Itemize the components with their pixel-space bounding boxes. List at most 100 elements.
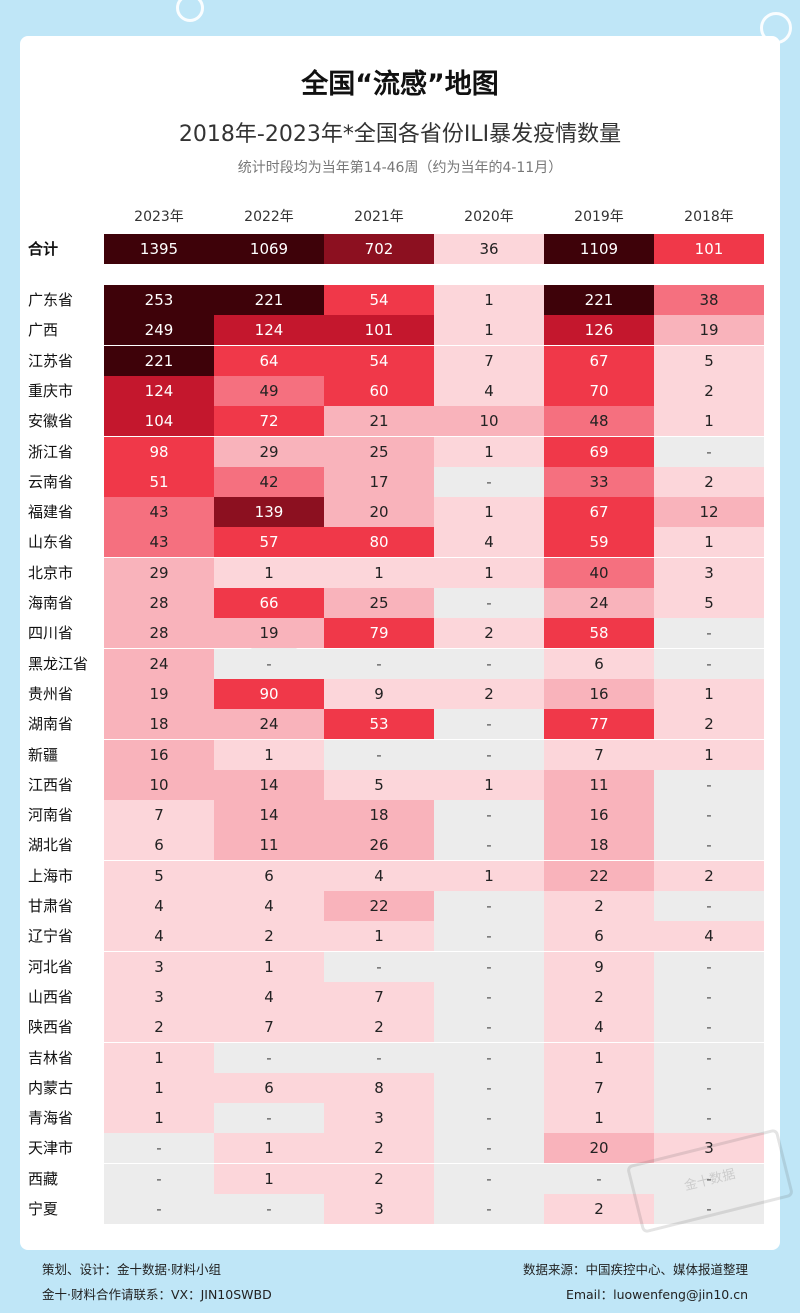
- table-cell: 6: [214, 1073, 324, 1103]
- table-cell: 16: [544, 800, 654, 830]
- row-label: 山西省: [28, 988, 74, 1006]
- table-cell: -: [654, 1012, 764, 1042]
- row-label: 辽宁省: [28, 927, 74, 945]
- table-cell: 29: [214, 437, 324, 467]
- row-label: 新疆: [28, 746, 59, 764]
- table-cell: 25: [324, 588, 434, 618]
- table-cell: -: [654, 1164, 764, 1194]
- table-cell: 53: [324, 709, 434, 739]
- table-cell: 70: [544, 376, 654, 406]
- table-cell: 5: [654, 346, 764, 376]
- table-cell: 1: [214, 1164, 324, 1194]
- table-cell: -: [434, 1073, 544, 1103]
- table-cell: -: [434, 800, 544, 830]
- total-cell: 1395: [104, 234, 214, 264]
- table-cell: 72: [214, 406, 324, 436]
- table-cell: 19: [104, 679, 214, 709]
- table-cell: -: [654, 649, 764, 679]
- table-cell: 4: [214, 982, 324, 1012]
- table-cell: 2: [324, 1133, 434, 1163]
- table-cell: 1: [214, 1133, 324, 1163]
- table-cell: -: [434, 830, 544, 860]
- table-cell: 22: [544, 861, 654, 891]
- chart-title: 全国“流感”地图: [301, 69, 499, 100]
- table-cell: 7: [434, 346, 544, 376]
- table-cell: 18: [324, 800, 434, 830]
- chart-subtitle: 2018年-2023年*全国各省份ILI暴发疫情数量: [178, 122, 622, 147]
- table-cell: 1: [544, 1043, 654, 1073]
- row-label: 重庆市: [28, 382, 74, 400]
- total-cell: 101: [654, 234, 764, 264]
- table-cell: 3: [654, 558, 764, 588]
- table-cell: 66: [214, 588, 324, 618]
- table-cell: 1: [324, 558, 434, 588]
- row-label: 河北省: [28, 958, 74, 976]
- table-cell: 2: [654, 376, 764, 406]
- table-cell: 2: [654, 861, 764, 891]
- table-cell: 77: [544, 709, 654, 739]
- table-cell: -: [654, 1043, 764, 1073]
- decor-bubble: [176, 0, 204, 22]
- row-label: 山东省: [28, 533, 74, 551]
- table-cell: 4: [434, 527, 544, 557]
- table-cell: 17: [324, 467, 434, 497]
- table-cell: -: [654, 770, 764, 800]
- table-cell: 25: [324, 437, 434, 467]
- table-cell: -: [654, 952, 764, 982]
- footer-credit: 策划、设计：金十数据·财料小组: [42, 1262, 221, 1277]
- table-cell: -: [654, 618, 764, 648]
- table-cell: 80: [324, 527, 434, 557]
- table-cell: 60: [324, 376, 434, 406]
- table-cell: -: [654, 982, 764, 1012]
- table-cell: 1: [214, 952, 324, 982]
- total-cell: 1069: [214, 234, 324, 264]
- table-cell: 1: [104, 1043, 214, 1073]
- table-cell: 1: [434, 558, 544, 588]
- table-cell: 249: [104, 315, 214, 345]
- table-cell: 4: [104, 891, 214, 921]
- table-cell: 2: [434, 679, 544, 709]
- table-cell: -: [214, 1194, 324, 1224]
- row-label: 陕西省: [28, 1018, 74, 1036]
- table-cell: 54: [324, 285, 434, 315]
- table-cell: 2: [544, 1194, 654, 1224]
- table-cell: -: [214, 1103, 324, 1133]
- table-cell: -: [434, 952, 544, 982]
- row-label: 西藏: [28, 1170, 59, 1188]
- table-cell: 9: [544, 952, 654, 982]
- table-cell: 67: [544, 497, 654, 527]
- table-cell: 28: [104, 588, 214, 618]
- table-cell: 1: [104, 1103, 214, 1133]
- table-cell: 26: [324, 830, 434, 860]
- table-cell: 98: [104, 437, 214, 467]
- table-cell: 3: [104, 952, 214, 982]
- table-cell: 1: [654, 679, 764, 709]
- column-header: 2020年: [464, 209, 514, 225]
- table-cell: 6: [544, 921, 654, 951]
- table-cell: 18: [544, 830, 654, 860]
- row-label: 福建省: [28, 503, 74, 521]
- table-cell: 10: [434, 406, 544, 436]
- table-cell: 3: [324, 1103, 434, 1133]
- table-cell: 4: [544, 1012, 654, 1042]
- table-cell: 126: [544, 315, 654, 345]
- footer-source: 数据来源：中国疾控中心、媒体报道整理: [522, 1262, 748, 1277]
- table-cell: 9: [324, 679, 434, 709]
- row-label: 浙江省: [28, 443, 74, 461]
- table-cell: 58: [544, 618, 654, 648]
- table-cell: 124: [104, 376, 214, 406]
- table-cell: 24: [104, 649, 214, 679]
- table-cell: 16: [104, 740, 214, 770]
- table-cell: -: [434, 1164, 544, 1194]
- table-cell: -: [104, 1194, 214, 1224]
- table-cell: 221: [104, 346, 214, 376]
- row-label: 上海市: [28, 867, 74, 885]
- row-label: 广东省: [28, 291, 74, 309]
- table-cell: 48: [544, 406, 654, 436]
- table-cell: 54: [324, 346, 434, 376]
- table-cell: 1: [434, 770, 544, 800]
- table-cell: 20: [324, 497, 434, 527]
- table-cell: 2: [544, 982, 654, 1012]
- row-label: 海南省: [28, 594, 74, 612]
- table-cell: 49: [214, 376, 324, 406]
